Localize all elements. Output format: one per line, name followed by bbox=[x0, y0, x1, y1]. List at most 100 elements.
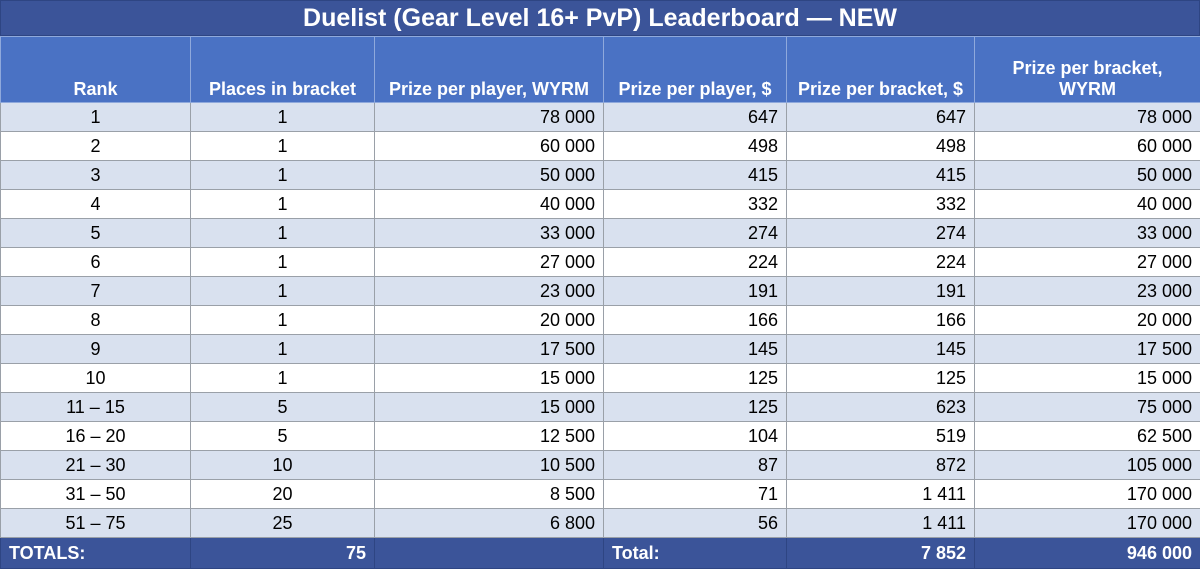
totals-prize-usd[interactable]: 7 852 bbox=[786, 537, 975, 569]
prize-player-usd-cell[interactable]: 415 bbox=[603, 160, 787, 190]
places-cell[interactable]: 1 bbox=[190, 363, 375, 393]
prize-bracket-wyrm-cell[interactable]: 27 000 bbox=[974, 247, 1200, 277]
prize-player-wyrm-cell[interactable]: 8 500 bbox=[374, 479, 604, 509]
prize-player-wyrm-cell[interactable]: 12 500 bbox=[374, 421, 604, 451]
prize-bracket-wyrm-cell[interactable]: 23 000 bbox=[974, 276, 1200, 306]
prize-bracket-usd-cell[interactable]: 872 bbox=[786, 450, 975, 480]
prize-bracket-wyrm-cell[interactable]: 20 000 bbox=[974, 305, 1200, 335]
prize-bracket-wyrm-cell[interactable]: 75 000 bbox=[974, 392, 1200, 422]
prize-bracket-wyrm-cell[interactable]: 78 000 bbox=[974, 102, 1200, 132]
prize-player-usd-cell[interactable]: 274 bbox=[603, 218, 787, 248]
rank-cell[interactable]: 8 bbox=[0, 305, 191, 335]
prize-bracket-usd-cell[interactable]: 166 bbox=[786, 305, 975, 335]
rank-cell[interactable]: 5 bbox=[0, 218, 191, 248]
prize-player-wyrm-cell[interactable]: 15 000 bbox=[374, 392, 604, 422]
totals-places[interactable]: 75 bbox=[190, 537, 375, 569]
places-cell[interactable]: 10 bbox=[190, 450, 375, 480]
rank-cell[interactable]: 3 bbox=[0, 160, 191, 190]
rank-cell[interactable]: 11 – 15 bbox=[0, 392, 191, 422]
rank-cell[interactable]: 2 bbox=[0, 131, 191, 161]
rank-cell[interactable]: 4 bbox=[0, 189, 191, 219]
prize-player-usd-cell[interactable]: 104 bbox=[603, 421, 787, 451]
prize-bracket-usd-cell[interactable]: 125 bbox=[786, 363, 975, 393]
header-prize-per-player-wyrm[interactable]: Prize per player, WYRM bbox=[374, 36, 604, 103]
totals-prize-wyrm[interactable]: 946 000 bbox=[974, 537, 1200, 569]
prize-player-wyrm-cell[interactable]: 78 000 bbox=[374, 102, 604, 132]
prize-player-usd-cell[interactable]: 191 bbox=[603, 276, 787, 306]
prize-player-wyrm-cell[interactable]: 10 500 bbox=[374, 450, 604, 480]
prize-bracket-wyrm-cell[interactable]: 170 000 bbox=[974, 508, 1200, 538]
prize-player-wyrm-cell[interactable]: 15 000 bbox=[374, 363, 604, 393]
header-prize-per-player-usd[interactable]: Prize per player, $ bbox=[603, 36, 787, 103]
places-cell[interactable]: 1 bbox=[190, 189, 375, 219]
prize-bracket-wyrm-cell[interactable]: 170 000 bbox=[974, 479, 1200, 509]
prize-player-usd-cell[interactable]: 145 bbox=[603, 334, 787, 364]
prize-player-wyrm-cell[interactable]: 17 500 bbox=[374, 334, 604, 364]
places-cell[interactable]: 20 bbox=[190, 479, 375, 509]
prize-bracket-wyrm-cell[interactable]: 17 500 bbox=[974, 334, 1200, 364]
prize-player-wyrm-cell[interactable]: 50 000 bbox=[374, 160, 604, 190]
header-prize-per-bracket-usd[interactable]: Prize per bracket, $ bbox=[786, 36, 975, 103]
prize-bracket-usd-cell[interactable]: 145 bbox=[786, 334, 975, 364]
places-cell[interactable]: 1 bbox=[190, 102, 375, 132]
prize-bracket-usd-cell[interactable]: 1 411 bbox=[786, 479, 975, 509]
prize-bracket-usd-cell[interactable]: 647 bbox=[786, 102, 975, 132]
prize-bracket-wyrm-cell[interactable]: 105 000 bbox=[974, 450, 1200, 480]
prize-bracket-wyrm-cell[interactable]: 33 000 bbox=[974, 218, 1200, 248]
prize-player-usd-cell[interactable]: 125 bbox=[603, 363, 787, 393]
prize-bracket-usd-cell[interactable]: 191 bbox=[786, 276, 975, 306]
prize-player-wyrm-cell[interactable]: 27 000 bbox=[374, 247, 604, 277]
prize-bracket-usd-cell[interactable]: 332 bbox=[786, 189, 975, 219]
places-cell[interactable]: 1 bbox=[190, 131, 375, 161]
prize-player-usd-cell[interactable]: 224 bbox=[603, 247, 787, 277]
places-cell[interactable]: 1 bbox=[190, 218, 375, 248]
rank-cell[interactable]: 31 – 50 bbox=[0, 479, 191, 509]
prize-bracket-wyrm-cell[interactable]: 62 500 bbox=[974, 421, 1200, 451]
prize-bracket-usd-cell[interactable]: 519 bbox=[786, 421, 975, 451]
rank-cell[interactable]: 21 – 30 bbox=[0, 450, 191, 480]
places-cell[interactable]: 1 bbox=[190, 276, 375, 306]
prize-player-wyrm-cell[interactable]: 33 000 bbox=[374, 218, 604, 248]
prize-player-wyrm-cell[interactable]: 60 000 bbox=[374, 131, 604, 161]
prize-bracket-usd-cell[interactable]: 415 bbox=[786, 160, 975, 190]
prize-player-usd-cell[interactable]: 87 bbox=[603, 450, 787, 480]
header-rank[interactable]: Rank bbox=[0, 36, 191, 103]
places-cell[interactable]: 1 bbox=[190, 334, 375, 364]
prize-player-usd-cell[interactable]: 71 bbox=[603, 479, 787, 509]
rank-cell[interactable]: 10 bbox=[0, 363, 191, 393]
prize-bracket-wyrm-cell[interactable]: 15 000 bbox=[974, 363, 1200, 393]
prize-player-usd-cell[interactable]: 498 bbox=[603, 131, 787, 161]
places-cell[interactable]: 1 bbox=[190, 160, 375, 190]
prize-player-wyrm-cell[interactable]: 20 000 bbox=[374, 305, 604, 335]
prize-bracket-wyrm-cell[interactable]: 40 000 bbox=[974, 189, 1200, 219]
rank-cell[interactable]: 1 bbox=[0, 102, 191, 132]
prize-player-usd-cell[interactable]: 125 bbox=[603, 392, 787, 422]
rank-cell[interactable]: 9 bbox=[0, 334, 191, 364]
totals-empty-cell[interactable] bbox=[374, 537, 604, 569]
prize-player-wyrm-cell[interactable]: 40 000 bbox=[374, 189, 604, 219]
rank-cell[interactable]: 7 bbox=[0, 276, 191, 306]
rank-cell[interactable]: 51 – 75 bbox=[0, 508, 191, 538]
prize-player-usd-cell[interactable]: 332 bbox=[603, 189, 787, 219]
places-cell[interactable]: 25 bbox=[190, 508, 375, 538]
rank-cell[interactable]: 6 bbox=[0, 247, 191, 277]
prize-bracket-usd-cell[interactable]: 1 411 bbox=[786, 508, 975, 538]
rank-cell[interactable]: 16 – 20 bbox=[0, 421, 191, 451]
prize-bracket-usd-cell[interactable]: 623 bbox=[786, 392, 975, 422]
prize-player-usd-cell[interactable]: 647 bbox=[603, 102, 787, 132]
prize-bracket-usd-cell[interactable]: 498 bbox=[786, 131, 975, 161]
places-cell[interactable]: 1 bbox=[190, 305, 375, 335]
prize-player-wyrm-cell[interactable]: 23 000 bbox=[374, 276, 604, 306]
prize-bracket-wyrm-cell[interactable]: 50 000 bbox=[974, 160, 1200, 190]
places-cell[interactable]: 5 bbox=[190, 421, 375, 451]
prize-player-usd-cell[interactable]: 56 bbox=[603, 508, 787, 538]
places-cell[interactable]: 5 bbox=[190, 392, 375, 422]
totals-label[interactable]: TOTALS: bbox=[0, 537, 191, 569]
header-prize-per-bracket-wyrm[interactable]: Prize per bracket, WYRM bbox=[974, 36, 1200, 103]
header-places-in-bracket[interactable]: Places in bracket bbox=[190, 36, 375, 103]
prize-player-usd-cell[interactable]: 166 bbox=[603, 305, 787, 335]
prize-player-wyrm-cell[interactable]: 6 800 bbox=[374, 508, 604, 538]
places-cell[interactable]: 1 bbox=[190, 247, 375, 277]
prize-bracket-wyrm-cell[interactable]: 60 000 bbox=[974, 131, 1200, 161]
prize-bracket-usd-cell[interactable]: 224 bbox=[786, 247, 975, 277]
